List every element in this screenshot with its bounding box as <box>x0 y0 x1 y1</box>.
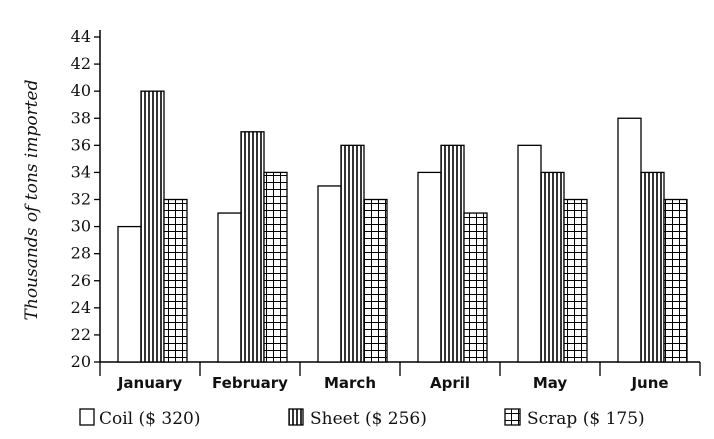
legend: Coil ($ 320) Sheet ($ 256) Scrap ($ 175) <box>79 408 645 429</box>
legend-swatch-sheet <box>288 408 304 426</box>
y-tick-label: 32 <box>71 190 91 209</box>
legend-swatch-scrap <box>504 408 521 426</box>
x-tick-label: May <box>533 374 568 392</box>
bar-coil-march <box>317 185 342 363</box>
y-tick-label: 40 <box>71 81 91 100</box>
bar-scrap-april <box>463 212 488 363</box>
legend-label-coil: Coil ($ 320) <box>99 409 200 429</box>
x-tick-label: February <box>212 374 288 392</box>
bar-coil-june <box>617 117 642 363</box>
y-tick-label: 20 <box>71 352 91 371</box>
x-categories: January February March April May June <box>99 362 701 392</box>
y-tick-label: 34 <box>71 162 91 181</box>
bar-sheet-march <box>340 144 365 363</box>
y-tick-label: 30 <box>71 217 91 236</box>
legend-item-sheet: Sheet ($ 256) <box>288 408 427 429</box>
bar-coil-may <box>517 144 542 363</box>
y-tick-label: 22 <box>71 325 91 344</box>
y-ticks: 20 22 24 26 28 30 32 34 36 38 40 42 44 <box>71 27 100 371</box>
legend-swatch-coil <box>79 408 95 426</box>
legend-label-scrap: Scrap ($ 175) <box>527 409 645 429</box>
x-tick-label: March <box>324 374 376 392</box>
bar-coil-april <box>417 171 442 363</box>
y-tick-label: 44 <box>71 27 91 46</box>
x-tick-label: April <box>430 374 470 392</box>
bars <box>117 90 688 363</box>
legend-label-sheet: Sheet ($ 256) <box>310 409 427 429</box>
bar-sheet-january <box>140 90 165 363</box>
bar-scrap-march <box>363 198 388 363</box>
legend-item-coil: Coil ($ 320) <box>79 408 200 429</box>
x-tick-label: June <box>630 374 668 392</box>
y-tick-label: 24 <box>71 298 91 317</box>
bar-sheet-february <box>240 131 265 363</box>
y-tick-label: 42 <box>71 54 91 73</box>
bar-scrap-may <box>563 198 588 363</box>
bar-scrap-january <box>163 198 188 363</box>
y-tick-label: 36 <box>71 135 91 154</box>
y-axis-label: Thousands of tons imported <box>22 79 42 320</box>
bar-scrap-february <box>263 171 288 363</box>
bar-sheet-may <box>540 171 565 363</box>
bar-coil-february <box>217 212 242 363</box>
bar-coil-january <box>117 225 142 363</box>
axes <box>99 30 700 363</box>
bar-scrap-june <box>663 198 688 363</box>
bar-sheet-june <box>640 171 665 363</box>
legend-item-scrap: Scrap ($ 175) <box>504 408 645 429</box>
y-tick-label: 38 <box>71 108 91 127</box>
y-tick-label: 26 <box>71 271 91 290</box>
bar-sheet-april <box>440 144 465 363</box>
x-tick-label: January <box>117 374 183 392</box>
y-tick-label: 28 <box>71 244 91 263</box>
